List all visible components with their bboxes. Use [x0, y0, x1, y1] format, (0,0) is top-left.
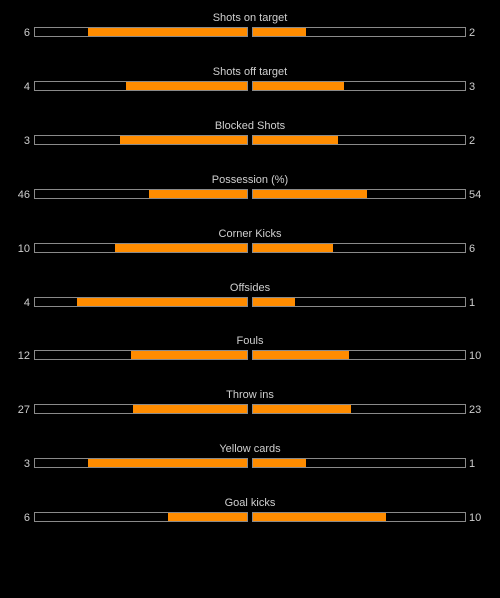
stat-row: Blocked Shots 3 2 [0, 120, 500, 160]
home-bar-track [34, 350, 248, 360]
away-value: 10 [469, 512, 482, 524]
away-bar-fill [253, 190, 368, 198]
home-bar-fill [119, 136, 247, 144]
home-bar-track [34, 27, 248, 37]
away-value: 1 [469, 297, 476, 309]
home-value: 3 [23, 135, 30, 147]
home-bar-fill [125, 82, 247, 90]
home-bar-track [34, 404, 248, 414]
home-bar-track [34, 189, 248, 199]
away-bar-track [252, 297, 466, 307]
home-bar-track [34, 512, 248, 522]
away-bar-track [252, 350, 466, 360]
home-value: 12 [17, 350, 30, 362]
home-bar-track [34, 243, 248, 253]
away-value: 1 [469, 458, 476, 470]
home-bar-fill [132, 405, 247, 413]
away-bar-track [252, 243, 466, 253]
away-bar-fill [253, 244, 333, 252]
away-bar-fill [253, 405, 351, 413]
home-value: 6 [23, 27, 30, 39]
home-value: 10 [17, 243, 30, 255]
stat-label: Corner Kicks [218, 228, 282, 240]
home-bar-track [34, 81, 248, 91]
away-bar-fill [253, 351, 350, 359]
away-value: 2 [469, 27, 476, 39]
stat-row: Shots on target 6 2 [0, 12, 500, 52]
home-bar-fill [88, 28, 247, 36]
away-bar-track [252, 458, 466, 468]
away-bar-fill [253, 136, 338, 144]
home-bar-track [34, 135, 248, 145]
stat-row: Fouls 12 10 [0, 335, 500, 375]
stat-label: Yellow cards [219, 443, 281, 455]
home-value: 4 [23, 297, 30, 309]
away-value: 6 [469, 243, 476, 255]
away-bar-track [252, 189, 466, 199]
home-bar-track [34, 458, 248, 468]
stat-row: Corner Kicks 10 6 [0, 228, 500, 268]
away-value: 2 [469, 135, 476, 147]
stat-label: Blocked Shots [214, 120, 286, 132]
home-bar-fill [149, 190, 247, 198]
home-bar-fill [131, 351, 247, 359]
home-value: 46 [17, 189, 30, 201]
away-bar-fill [253, 82, 344, 90]
away-value: 3 [469, 81, 476, 93]
home-bar-fill [114, 244, 247, 252]
stat-label: Offsides [229, 282, 271, 294]
home-bar-fill [88, 459, 247, 467]
away-value: 10 [469, 350, 482, 362]
stat-row: Throw ins 27 23 [0, 389, 500, 429]
home-value: 27 [17, 404, 30, 416]
away-value: 23 [469, 404, 482, 416]
away-bar-fill [253, 298, 296, 306]
away-bar-track [252, 81, 466, 91]
away-bar-fill [253, 459, 306, 467]
away-bar-track [252, 404, 466, 414]
away-bar-fill [253, 28, 306, 36]
stat-row: Yellow cards 3 1 [0, 443, 500, 483]
away-bar-track [252, 27, 466, 37]
away-value: 54 [469, 189, 482, 201]
away-bar-track [252, 512, 466, 522]
home-bar-fill [167, 513, 247, 521]
stat-label: Possession (%) [211, 174, 289, 186]
stat-label: Fouls [236, 335, 264, 347]
away-bar-track [252, 135, 466, 145]
home-value: 4 [23, 81, 30, 93]
stat-row: Shots off target 4 3 [0, 66, 500, 106]
stat-label: Shots on target [212, 12, 288, 24]
home-value: 3 [23, 458, 30, 470]
stat-label: Goal kicks [224, 497, 276, 509]
stat-label: Shots off target [212, 66, 288, 78]
away-bar-fill [253, 513, 386, 521]
home-bar-fill [77, 298, 247, 306]
stat-row: Possession (%) 46 54 [0, 174, 500, 214]
stat-row: Offsides 4 1 [0, 282, 500, 322]
stat-label: Throw ins [226, 389, 274, 401]
home-value: 6 [23, 512, 30, 524]
stat-row: Goal kicks 6 10 [0, 497, 500, 537]
home-bar-track [34, 297, 248, 307]
